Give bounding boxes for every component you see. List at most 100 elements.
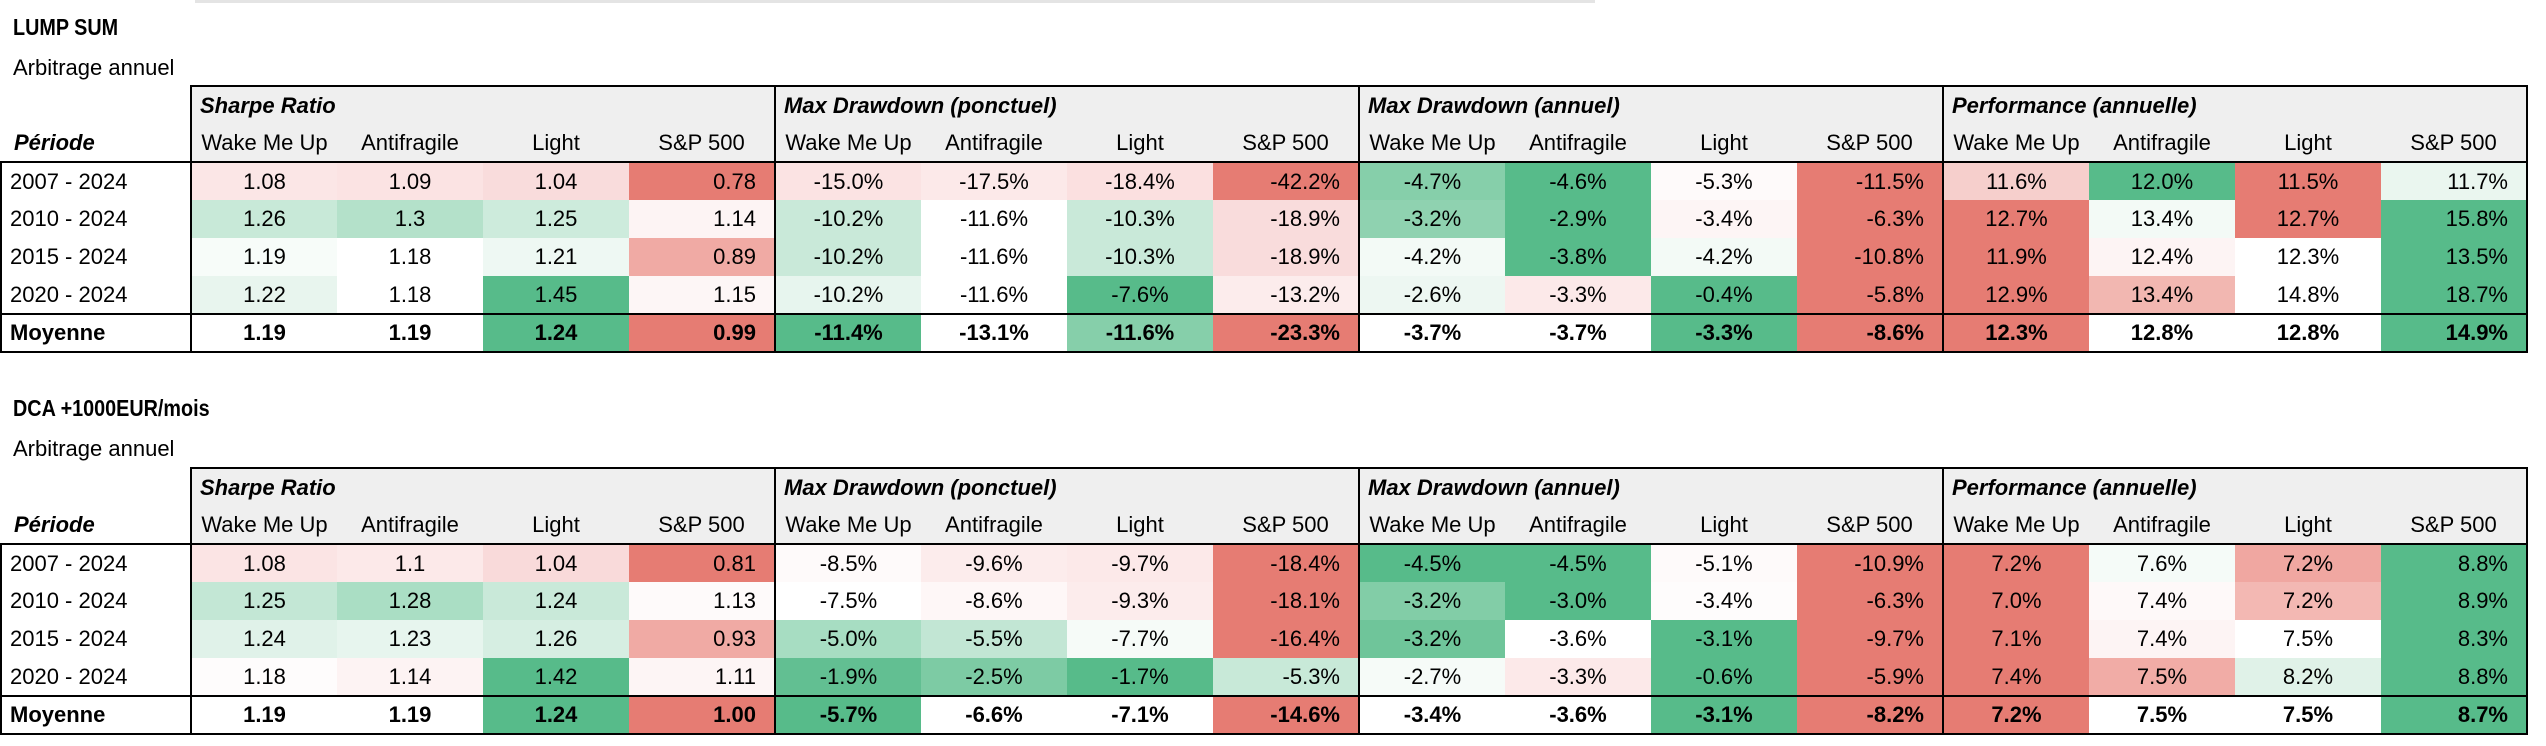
- value-cell: 1.24: [190, 620, 337, 658]
- column-header: S&P 500: [1797, 506, 1943, 544]
- value-cell: -11.6%: [921, 238, 1067, 276]
- value-cell: 8.3%: [2381, 620, 2528, 658]
- column-header: Wake Me Up: [774, 124, 921, 162]
- column-header: S&P 500: [1213, 124, 1359, 162]
- group-header-row: Sharpe Ratio Max Drawdown (ponctuel) Max D…: [1, 467, 2528, 506]
- column-header: Light: [483, 506, 629, 544]
- average-cell: -7.1%: [1067, 695, 1213, 735]
- value-cell: -2.6%: [1358, 276, 1505, 314]
- value-cell: 1.04: [483, 543, 629, 582]
- average-cell: 8.7%: [2381, 695, 2528, 735]
- column-header: Wake Me Up: [190, 506, 337, 544]
- period-header: Période: [1, 506, 191, 544]
- average-cell: -3.6%: [1505, 695, 1651, 735]
- section-subtitle: Arbitrage annuel: [13, 436, 175, 461]
- value-cell: 1.28: [337, 582, 483, 620]
- value-cell: 1.42: [483, 658, 629, 696]
- group-header: Max Drawdown (ponctuel): [774, 85, 1359, 124]
- value-cell: 1.18: [337, 276, 483, 314]
- column-header: Light: [2235, 124, 2381, 162]
- value-cell: 7.0%: [1942, 582, 2089, 620]
- period-label: 2020 - 2024: [0, 276, 191, 314]
- value-cell: 1.15: [629, 276, 775, 314]
- value-cell: 11.7%: [2381, 161, 2528, 200]
- value-cell: -18.1%: [1213, 582, 1359, 620]
- period-label: 2010 - 2024: [0, 582, 191, 620]
- average-row: Moyenne 1.19 1.19 1.24 1.00 -5.7% -6.6% -7.1% -1…: [0, 695, 2528, 735]
- value-cell: -0.4%: [1651, 276, 1797, 314]
- value-cell: -10.3%: [1067, 238, 1213, 276]
- average-cell: 7.5%: [2089, 695, 2235, 735]
- average-cell: -6.6%: [921, 695, 1067, 735]
- period-label: 2020 - 2024: [0, 658, 191, 696]
- average-cell: -3.7%: [1505, 313, 1651, 353]
- column-header: Light: [1651, 124, 1797, 162]
- group-header: Performance (annuelle): [1942, 467, 2528, 506]
- column-header: Antifragile: [2089, 506, 2235, 544]
- group-header-row: Sharpe Ratio Max Drawdown (ponctuel) Max D…: [1, 85, 2528, 124]
- column-header: S&P 500: [2381, 124, 2528, 162]
- value-cell: -5.8%: [1797, 276, 1943, 314]
- value-cell: -5.3%: [1213, 658, 1359, 696]
- value-cell: 0.78: [629, 161, 775, 200]
- value-cell: 12.7%: [2235, 200, 2381, 238]
- average-label: Moyenne: [0, 313, 191, 353]
- average-cell: -8.2%: [1797, 695, 1943, 735]
- average-cell: 1.00: [629, 695, 775, 735]
- average-cell: -3.4%: [1358, 695, 1505, 735]
- average-cell: 0.99: [629, 313, 775, 353]
- value-cell: -9.3%: [1067, 582, 1213, 620]
- column-header: Wake Me Up: [1358, 124, 1505, 162]
- table-row: 2010 - 2024 1.26 1.3 1.25 1.14 -10.2% -11.6% -1…: [0, 200, 2528, 238]
- value-cell: 0.81: [629, 543, 775, 582]
- value-cell: -10.2%: [774, 276, 921, 314]
- value-cell: -1.7%: [1067, 658, 1213, 696]
- value-cell: -6.3%: [1797, 582, 1943, 620]
- average-label: Moyenne: [0, 695, 191, 735]
- value-cell: 11.6%: [1942, 161, 2089, 200]
- average-cell: -23.3%: [1213, 313, 1359, 353]
- column-header: S&P 500: [629, 506, 775, 544]
- value-cell: -4.5%: [1505, 543, 1651, 582]
- value-cell: 1.26: [483, 620, 629, 658]
- value-cell: -42.2%: [1213, 161, 1359, 200]
- value-cell: 7.2%: [2235, 582, 2381, 620]
- value-cell: 1.18: [190, 658, 337, 696]
- value-cell: 8.8%: [2381, 543, 2528, 582]
- column-header: S&P 500: [1213, 506, 1359, 544]
- value-cell: -11.6%: [921, 200, 1067, 238]
- average-cell: 14.9%: [2381, 313, 2528, 353]
- column-header: Wake Me Up: [190, 124, 337, 162]
- column-header: Antifragile: [337, 124, 483, 162]
- average-cell: 1.19: [190, 313, 337, 353]
- value-cell: 1.25: [483, 200, 629, 238]
- value-cell: -10.2%: [774, 200, 921, 238]
- value-cell: 7.4%: [2089, 582, 2235, 620]
- value-cell: 12.3%: [2235, 238, 2381, 276]
- value-cell: -7.5%: [774, 582, 921, 620]
- group-header: Performance (annuelle): [1942, 85, 2528, 124]
- value-cell: 13.4%: [2089, 276, 2235, 314]
- value-cell: 1.23: [337, 620, 483, 658]
- column-header: Wake Me Up: [1358, 506, 1505, 544]
- average-cell: 1.19: [337, 313, 483, 353]
- group-header: Max Drawdown (annuel): [1358, 85, 1943, 124]
- column-header: Wake Me Up: [774, 506, 921, 544]
- average-cell: 1.24: [483, 313, 629, 353]
- column-header-row: Période Wake Me Up Antifragile Light S&P 500…: [1, 124, 2528, 162]
- value-cell: 8.9%: [2381, 582, 2528, 620]
- value-cell: 1.11: [629, 658, 775, 696]
- value-cell: -2.7%: [1358, 658, 1505, 696]
- value-cell: 7.4%: [1942, 658, 2089, 696]
- value-cell: -9.6%: [921, 543, 1067, 582]
- period-label: 2010 - 2024: [0, 200, 191, 238]
- value-cell: 12.4%: [2089, 238, 2235, 276]
- column-header: Light: [1651, 506, 1797, 544]
- average-cell: -3.1%: [1651, 695, 1797, 735]
- value-cell: 13.5%: [2381, 238, 2528, 276]
- table-row: 2020 - 2024 1.22 1.18 1.45 1.15 -10.2% -11.6% -…: [0, 276, 2528, 314]
- column-header: Light: [1067, 124, 1213, 162]
- average-cell: 7.5%: [2235, 695, 2381, 735]
- value-cell: 1.1: [337, 543, 483, 582]
- value-cell: 11.5%: [2235, 161, 2381, 200]
